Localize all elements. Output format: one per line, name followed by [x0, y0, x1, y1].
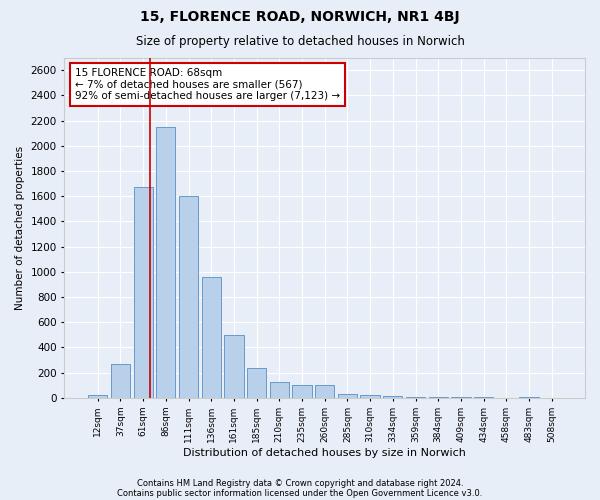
- Bar: [451, 396, 470, 398]
- Bar: [247, 368, 266, 398]
- Y-axis label: Number of detached properties: Number of detached properties: [15, 146, 25, 310]
- Bar: [134, 188, 153, 398]
- Bar: [383, 396, 403, 398]
- Bar: [224, 335, 244, 398]
- Bar: [361, 396, 380, 398]
- Bar: [88, 396, 107, 398]
- Bar: [156, 127, 175, 398]
- Bar: [338, 394, 357, 398]
- Text: Contains HM Land Registry data © Crown copyright and database right 2024.: Contains HM Land Registry data © Crown c…: [137, 478, 463, 488]
- Bar: [179, 196, 198, 398]
- Bar: [202, 277, 221, 398]
- Bar: [111, 364, 130, 398]
- Bar: [269, 382, 289, 398]
- Text: 15 FLORENCE ROAD: 68sqm
← 7% of detached houses are smaller (567)
92% of semi-de: 15 FLORENCE ROAD: 68sqm ← 7% of detached…: [75, 68, 340, 101]
- X-axis label: Distribution of detached houses by size in Norwich: Distribution of detached houses by size …: [183, 448, 466, 458]
- Text: Size of property relative to detached houses in Norwich: Size of property relative to detached ho…: [136, 35, 464, 48]
- Text: Contains public sector information licensed under the Open Government Licence v3: Contains public sector information licen…: [118, 488, 482, 498]
- Bar: [315, 386, 334, 398]
- Text: 15, FLORENCE ROAD, NORWICH, NR1 4BJ: 15, FLORENCE ROAD, NORWICH, NR1 4BJ: [140, 10, 460, 24]
- Bar: [292, 384, 311, 398]
